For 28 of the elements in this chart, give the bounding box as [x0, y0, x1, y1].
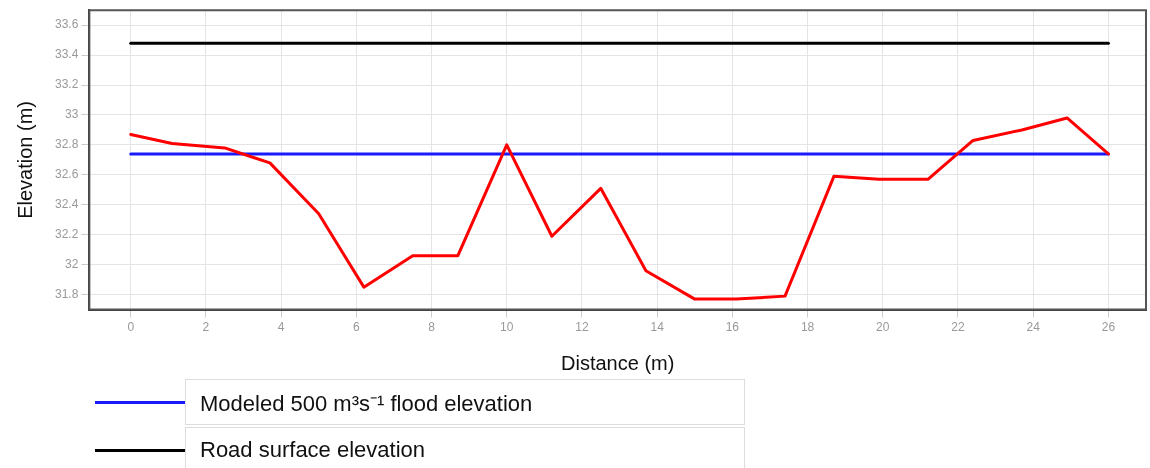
x-tick-label: 20: [876, 320, 890, 335]
x-tick-label: 16: [725, 320, 740, 335]
y-tick-label: 33.2: [55, 77, 79, 92]
x-tick-label: 0: [127, 320, 135, 335]
y-tick-label: 33.6: [55, 17, 79, 32]
y-tick-label: 33.4: [55, 47, 79, 62]
x-tick-label: 14: [650, 320, 665, 335]
legend-label: Modeled 500 m³s⁻¹ flood elevation: [185, 379, 745, 425]
x-tick-label: 8: [428, 320, 436, 335]
x-tick-label: 2: [202, 320, 210, 335]
y-tick-label: 32.2: [55, 227, 79, 242]
y-tick-label: 32.8: [55, 137, 79, 152]
x-tick-label: 4: [277, 320, 285, 335]
x-tick-label: 26: [1101, 320, 1116, 335]
x-tick-label: 10: [500, 320, 514, 335]
x-tick-label: 24: [1026, 320, 1041, 335]
y-tick-label: 32.6: [55, 167, 79, 182]
y-tick-label: 32.4: [55, 197, 79, 212]
y-tick-label: 32: [65, 257, 79, 271]
x-axis-title: Distance (m): [561, 351, 675, 374]
x-tick-label: 18: [800, 320, 815, 335]
y-axis-title: Elevation (m): [13, 100, 36, 219]
x-tick-label: 22: [951, 320, 965, 335]
x-tick-label: 12: [575, 320, 589, 335]
x-tick-label: 6: [352, 320, 360, 335]
y-tick-label: 31.8: [55, 286, 79, 301]
legend-label: Road surface elevation: [185, 427, 745, 468]
y-tick-label: 33: [65, 107, 79, 122]
